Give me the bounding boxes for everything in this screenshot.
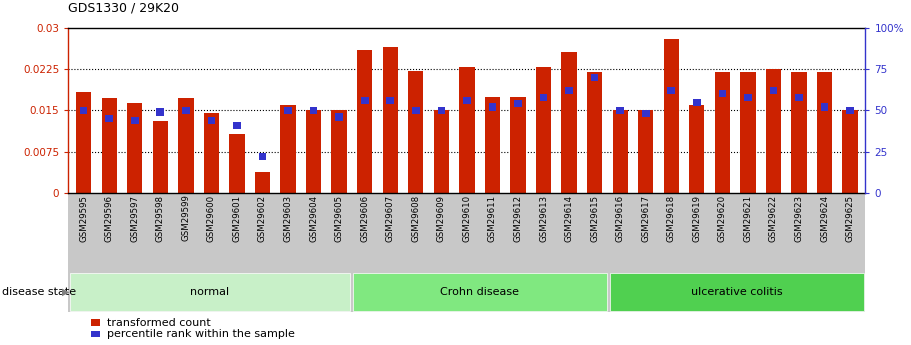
Bar <box>353 273 607 312</box>
Bar <box>230 134 245 193</box>
Bar <box>437 107 445 114</box>
Bar <box>693 99 701 106</box>
Bar <box>182 107 189 114</box>
Bar <box>766 69 781 193</box>
Bar <box>795 93 803 101</box>
Bar <box>310 107 317 114</box>
Bar <box>434 110 449 193</box>
Text: disease state: disease state <box>2 287 76 296</box>
Bar <box>561 52 577 193</box>
Bar <box>284 107 292 114</box>
Bar <box>412 107 420 114</box>
Text: transformed count: transformed count <box>107 318 211 328</box>
Bar <box>463 97 471 104</box>
Bar <box>744 93 752 101</box>
Bar <box>846 107 854 114</box>
Bar <box>80 107 87 114</box>
Text: Crohn disease: Crohn disease <box>440 287 519 297</box>
Bar <box>587 72 602 193</box>
Bar <box>386 97 394 104</box>
Bar <box>157 108 164 116</box>
Bar <box>259 153 266 160</box>
Text: ▶: ▶ <box>62 287 69 296</box>
Bar <box>719 90 726 97</box>
Bar <box>70 273 350 312</box>
Bar <box>131 117 138 124</box>
Bar <box>510 97 526 193</box>
Bar <box>741 72 755 193</box>
Bar <box>485 97 500 193</box>
Bar <box>539 93 548 101</box>
Bar <box>101 98 117 193</box>
Bar <box>638 110 653 193</box>
Bar <box>179 98 193 193</box>
Bar <box>612 110 628 193</box>
Bar <box>128 103 142 193</box>
Bar <box>843 110 858 193</box>
Bar <box>565 87 573 94</box>
Bar <box>715 72 730 193</box>
Bar <box>106 115 113 122</box>
Bar <box>488 104 496 111</box>
Bar <box>153 121 168 193</box>
Bar <box>663 39 679 193</box>
Bar <box>204 113 219 193</box>
Bar <box>335 114 343 121</box>
Bar <box>408 71 424 193</box>
Bar <box>609 273 864 312</box>
Bar <box>817 72 833 193</box>
Bar <box>821 104 828 111</box>
Bar <box>361 97 369 104</box>
Bar <box>668 87 675 94</box>
Bar <box>591 74 599 81</box>
Bar <box>617 107 624 114</box>
Bar <box>383 47 398 193</box>
Bar <box>357 50 373 193</box>
Bar <box>76 92 91 193</box>
Bar <box>514 100 522 107</box>
Bar <box>281 105 296 193</box>
Bar <box>332 110 347 193</box>
Bar <box>306 110 322 193</box>
Bar <box>792 72 806 193</box>
Text: GDS1330 / 29K20: GDS1330 / 29K20 <box>68 2 179 15</box>
Bar <box>689 105 704 193</box>
Bar <box>208 117 215 124</box>
Bar <box>770 87 777 94</box>
Bar <box>642 110 650 117</box>
Text: normal: normal <box>190 287 230 297</box>
Bar <box>233 122 241 129</box>
Bar <box>459 67 475 193</box>
Bar <box>255 172 271 193</box>
Bar <box>536 67 551 193</box>
Text: ulcerative colitis: ulcerative colitis <box>691 287 783 297</box>
Text: percentile rank within the sample: percentile rank within the sample <box>107 329 295 339</box>
